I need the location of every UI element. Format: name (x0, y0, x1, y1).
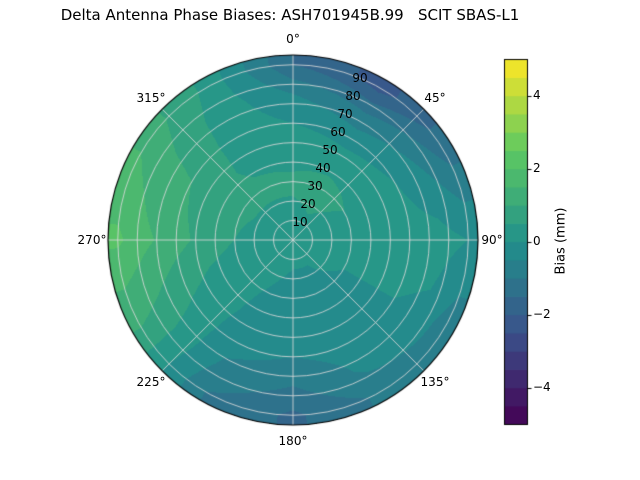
theta-tick-label-135: 135° (420, 375, 450, 389)
colorbar-tick-label-0: 0 (533, 234, 541, 248)
theta-tick-label-0: 0° (286, 32, 300, 46)
colorbar-tick-label-4: 4 (533, 88, 541, 102)
theta-tick-label-315: 315° (136, 91, 166, 105)
r-tick-label-40: 40 (315, 161, 331, 175)
chart-title: Delta Antenna Phase Biases: ASH701945B.9… (60, 6, 520, 24)
theta-tick-label-180: 180° (278, 434, 308, 448)
r-tick-label-70: 70 (337, 107, 353, 121)
theta-tick-label-90: 90° (481, 233, 503, 247)
theta-tick-label-45: 45° (424, 91, 446, 105)
r-tick-label-60: 60 (330, 125, 346, 139)
r-tick-label-50: 50 (322, 143, 338, 157)
r-tick-label-90: 90 (352, 71, 368, 85)
r-tick-label-10: 10 (292, 215, 308, 229)
theta-tick-label-225: 225° (136, 375, 166, 389)
r-tick-label-30: 30 (307, 179, 323, 193)
colorbar-tick-label-neg4: −4 (533, 380, 551, 394)
colorbar-tick-label-2: 2 (533, 161, 541, 175)
r-tick-label-20: 20 (300, 197, 316, 211)
r-tick-label-80: 80 (345, 89, 361, 103)
colorbar-tick-label-neg2: −2 (533, 307, 551, 321)
colorbar-axis-label: Bias (mm) (553, 207, 569, 275)
theta-tick-label-270: 270° (77, 233, 107, 247)
